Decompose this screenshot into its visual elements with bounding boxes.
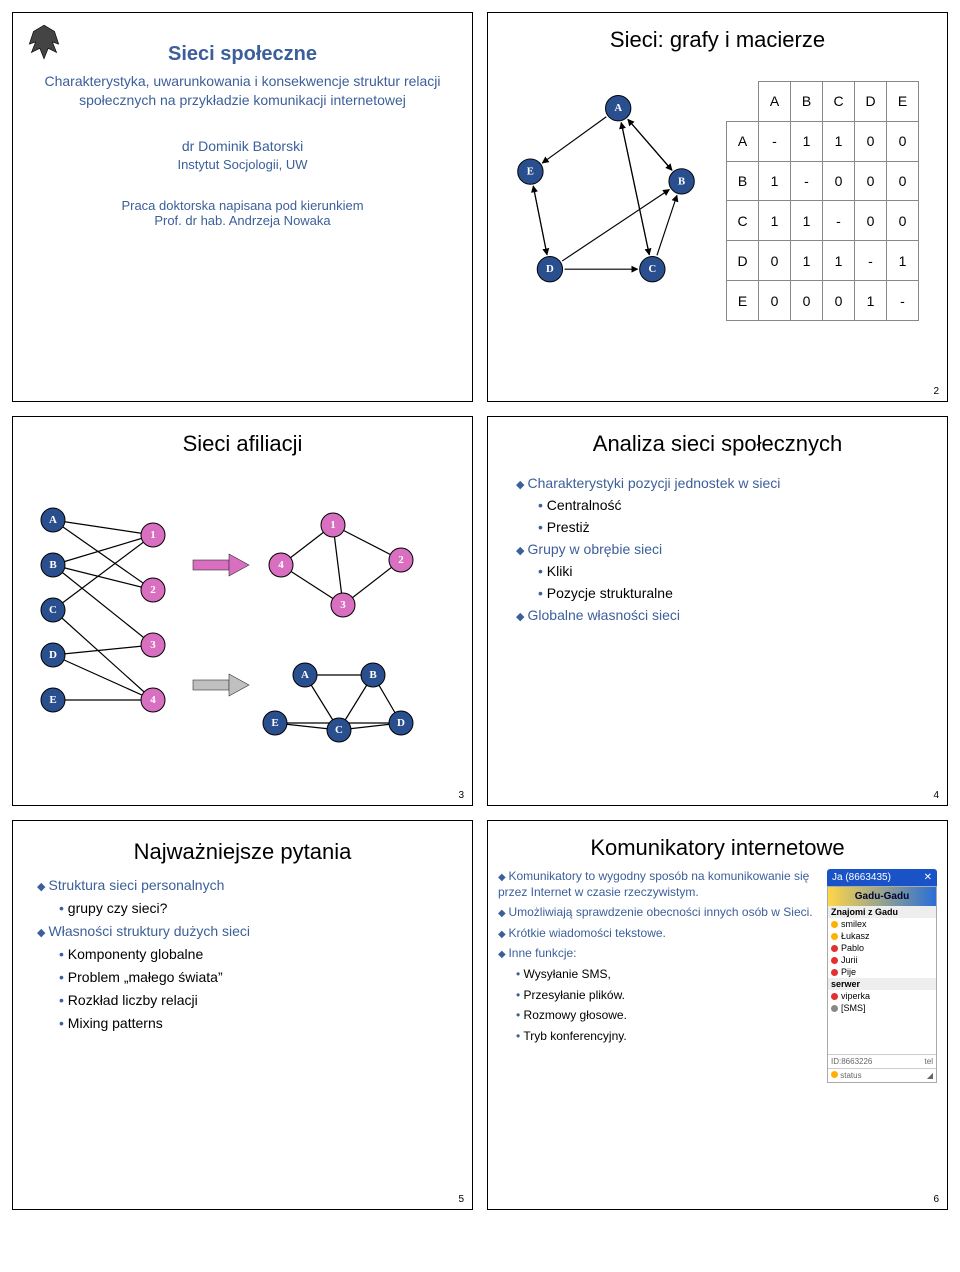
svg-text:B: B bbox=[369, 669, 377, 681]
list-item: Umożliwiają sprawdzenie obecności innych… bbox=[498, 905, 819, 921]
slide1-title: Sieci społeczne bbox=[41, 43, 444, 66]
slide-3: Sieci afiliacji A B C D E 1 2 3 4 1 2 3 4 A B C D E 3 bbox=[12, 416, 473, 806]
slide2-title: Sieci: grafy i macierze bbox=[488, 27, 947, 53]
affiliation-diagram: A B C D E 1 2 3 4 1 2 3 4 A B C D E bbox=[13, 465, 463, 765]
contact-row: Pije bbox=[828, 966, 936, 978]
page-number: 2 bbox=[933, 386, 939, 397]
svg-text:2: 2 bbox=[398, 554, 404, 566]
slide5-title: Najważniejsze pytania bbox=[37, 839, 448, 865]
slide-6: Komunikatory internetowe Komunikatory to… bbox=[487, 820, 948, 1210]
list-item: Przesyłanie plików. bbox=[498, 988, 819, 1004]
svg-text:A: A bbox=[614, 102, 622, 114]
svg-text:D: D bbox=[546, 263, 554, 275]
contact-row: [SMS] bbox=[828, 1002, 936, 1014]
list-item: Prestiż bbox=[516, 519, 919, 535]
svg-text:A: A bbox=[49, 514, 57, 526]
svg-text:A: A bbox=[301, 669, 309, 681]
svg-text:D: D bbox=[49, 649, 57, 661]
list-item: Inne funkcje: bbox=[498, 946, 819, 962]
im-footer-status: status bbox=[840, 1071, 861, 1080]
svg-text:E: E bbox=[49, 694, 56, 706]
svg-text:4: 4 bbox=[150, 694, 156, 706]
list-item: Mixing patterns bbox=[37, 1015, 448, 1031]
svg-text:B: B bbox=[678, 175, 685, 187]
svg-text:2: 2 bbox=[150, 584, 156, 596]
list-item: Rozkład liczby relacji bbox=[37, 992, 448, 1008]
slide6-title: Komunikatory internetowe bbox=[498, 835, 937, 861]
contact-row: Jurii bbox=[828, 954, 936, 966]
eagle-logo bbox=[23, 21, 65, 63]
resize-icon: ◢ bbox=[927, 1071, 933, 1080]
slide4-title: Analiza sieci społecznych bbox=[488, 431, 947, 457]
slide4-list: Charakterystyki pozycji jednostek w siec… bbox=[488, 465, 947, 623]
list-item: Własności struktury dużych sieci bbox=[37, 923, 448, 939]
slide1-subtitle: Charakterystyka, uwarunkowania i konsekw… bbox=[41, 72, 444, 110]
svg-text:3: 3 bbox=[340, 599, 346, 611]
list-item: Kliki bbox=[516, 563, 919, 579]
svg-text:E: E bbox=[271, 717, 278, 729]
page-number: 4 bbox=[933, 790, 939, 801]
list-item: Tryb konferencyjny. bbox=[498, 1029, 819, 1045]
slide-1: Sieci społeczne Charakterystyka, uwarunk… bbox=[12, 12, 473, 402]
list-item: Struktura sieci personalnych bbox=[37, 877, 448, 893]
slide1-footer1: Praca doktorska napisana pod kierunkiem bbox=[41, 198, 444, 213]
contact-row: Łukasz bbox=[828, 930, 936, 942]
list-item: Pozycje strukturalne bbox=[516, 585, 919, 601]
svg-text:3: 3 bbox=[150, 639, 156, 651]
contact-row: Pablo bbox=[828, 942, 936, 954]
list-item: Grupy w obrębie sieci bbox=[516, 541, 919, 557]
svg-text:C: C bbox=[335, 724, 343, 736]
list-item: grupy czy sieci? bbox=[37, 900, 448, 916]
list-item: Komunikatory to wygodny sposób na komuni… bbox=[498, 869, 819, 900]
list-item: Wysyłanie SMS, bbox=[498, 967, 819, 983]
im-group: Znajomi z Gadu bbox=[828, 906, 936, 918]
list-item: Komponenty globalne bbox=[37, 946, 448, 962]
list-item: Charakterystyki pozycji jednostek w siec… bbox=[516, 475, 919, 491]
list-item: Centralność bbox=[516, 497, 919, 513]
slide6-list: Komunikatory to wygodny sposób na komuni… bbox=[498, 869, 819, 1083]
slide-2: Sieci: grafy i macierze A B C D E ABCDEA-110… bbox=[487, 12, 948, 402]
svg-text:C: C bbox=[49, 604, 57, 616]
close-icon: ✕ bbox=[924, 872, 932, 883]
im-footer-net: tel bbox=[925, 1057, 933, 1066]
adjacency-matrix: ABCDEA-1100B1-000C11-00D011-1E0001- bbox=[726, 81, 919, 321]
slide3-title: Sieci afiliacji bbox=[13, 431, 472, 457]
list-item: Rozmowy głosowe. bbox=[498, 1008, 819, 1024]
svg-text:D: D bbox=[397, 717, 405, 729]
page-number: 5 bbox=[458, 1194, 464, 1205]
list-item: Problem „małego świata” bbox=[37, 969, 448, 985]
list-item: Krótkie wiadomości tekstowe. bbox=[498, 926, 819, 942]
contact-row: smilex bbox=[828, 918, 936, 930]
messenger-mockup: Ja (8663435) ✕ Gadu-Gadu Znajomi z Gadu … bbox=[827, 869, 937, 1083]
slide-4: Analiza sieci społecznych Charakterystyk… bbox=[487, 416, 948, 806]
page-number: 3 bbox=[458, 790, 464, 801]
slide-5: Najważniejsze pytania Struktura sieci pe… bbox=[12, 820, 473, 1210]
im-group: serwer bbox=[828, 978, 936, 990]
svg-text:C: C bbox=[648, 263, 656, 275]
svg-text:1: 1 bbox=[330, 519, 336, 531]
slide1-author: dr Dominik Batorski bbox=[41, 138, 444, 154]
slide1-footer2: Prof. dr hab. Andrzeja Nowaka bbox=[41, 213, 444, 228]
page-number: 6 bbox=[933, 1194, 939, 1205]
im-footer-id: ID:8663226 bbox=[831, 1057, 872, 1066]
list-item: Globalne własności sieci bbox=[516, 607, 919, 623]
slide1-institute: Instytut Socjologii, UW bbox=[41, 157, 444, 172]
contact-row: viperka bbox=[828, 990, 936, 1002]
slide2-graph: A B C D E bbox=[506, 71, 706, 321]
svg-text:E: E bbox=[527, 166, 534, 178]
svg-text:4: 4 bbox=[278, 559, 284, 571]
svg-text:B: B bbox=[49, 559, 57, 571]
slide5-list: Struktura sieci personalnych grupy czy si… bbox=[37, 877, 448, 1031]
svg-text:1: 1 bbox=[150, 529, 156, 541]
im-title: Ja (8663435) bbox=[832, 872, 891, 883]
im-logo: Gadu-Gadu bbox=[828, 887, 936, 906]
